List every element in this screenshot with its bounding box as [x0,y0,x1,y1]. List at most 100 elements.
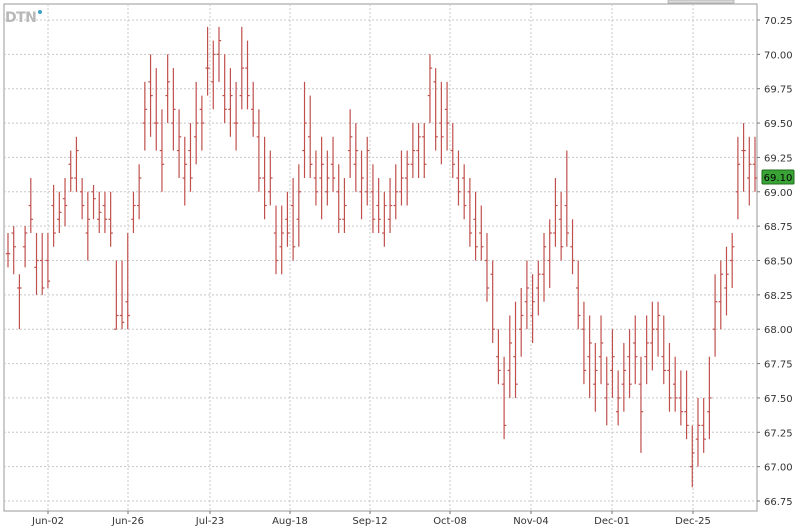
ohlc-bar [701,397,706,453]
ohlc-bar [513,301,518,398]
ohlc-bar [650,301,655,371]
y-tick-label: 67.75 [764,360,793,371]
ohlc-bar [51,184,56,247]
ohlc-bar [199,95,205,151]
ohlc-bar [45,233,51,288]
ohlc-bar [729,233,735,288]
ohlc-bar [524,260,530,330]
ohlc-bar [490,260,495,343]
ohlc-bar [473,191,478,261]
ohlc-bar [136,164,142,220]
ohlc-bar [154,68,159,151]
ohlc-bar [382,191,387,247]
ohlc-bar [57,191,62,234]
x-axis: Jun-02 Jun-26 Jul-23 Aug-18 Sep-12 Oct-08 Nov-… [31,511,711,527]
y-tick-label: 66.75 [764,497,793,508]
ohlc-bar [34,233,39,295]
ohlc-bar [667,342,672,412]
ohlc-bar [222,54,227,124]
price-bars [5,26,758,488]
ohlc-bar [262,136,267,220]
x-tick-label: Oct-08 [433,516,467,527]
ohlc-bar [530,274,535,343]
ohlc-bar [22,226,28,268]
x-tick-label: Sep-12 [352,516,387,527]
ohlc-bar [176,109,182,179]
ohlc-bar [724,246,729,316]
ohlc-bar [131,191,136,234]
ohlc-bar [496,329,501,385]
y-tick-label: 67.25 [764,428,793,439]
x-tick-label: Jul-23 [195,516,224,527]
ohlc-bar [308,95,313,179]
logo-dot-icon [38,10,42,14]
ohlc-bar [615,370,621,426]
y-tick-label: 69.75 [764,85,793,96]
y-tick-label: 68.50 [764,257,793,268]
ohlc-bar [735,136,741,220]
ohlc-bar [661,315,666,385]
ohlc-bar [444,81,450,151]
ohlc-bar [718,260,723,330]
x-tick-label: Dec-25 [675,516,711,527]
ohlc-bar [216,26,222,82]
ohlc-bar [467,178,473,247]
ohlc-bar [273,205,279,275]
x-tick-label: Aug-18 [272,516,308,527]
ohlc-bar [576,260,581,330]
x-tick-label: Jun-02 [31,516,64,527]
ohlc-bar [359,150,364,220]
scroll-tab [667,0,735,4]
ohlc-bar [587,315,592,398]
ohlc-bar [370,164,376,234]
ohlc-bar [347,109,353,179]
ohlc-bar [353,123,359,192]
ohlc-bar [399,150,404,206]
ohlc-bar [610,329,615,398]
plot-frame [3,3,758,512]
ohlc-bar [621,342,627,412]
last-price-marker: 69.10 [761,169,795,185]
y-axis: 70.25 70.00 69.75 69.50 69.25 69.00 68.75 68.50… [757,16,793,508]
y-tick-label: 69.25 [764,153,793,164]
ohlc-bar [5,233,11,268]
ohlc-bar [85,191,91,261]
ohlc-bar [507,315,513,398]
ohlc-bar [28,178,34,234]
ohlc-bar [165,54,170,124]
ohlc-bar [296,164,302,247]
last-price-box [761,169,795,185]
ohlc-bar [205,26,210,96]
ohlc-bar [536,260,541,316]
ohlc-bar [250,81,256,137]
ohlc-bar [268,150,273,206]
ohlc-bar [102,191,108,234]
y-tick-label: 69.00 [764,188,793,199]
ohlc-bar [62,178,68,227]
ohlc-bar [558,191,564,261]
ohlc-bar [239,26,244,110]
ohlc-bar [672,356,678,412]
ohlc-bar [427,54,433,124]
ohlc-bar [547,219,552,288]
ohlc-bar [393,164,398,220]
ohlc-bar [695,397,701,467]
ohlc-bar [188,123,193,192]
y-tick-label: 70.25 [764,16,793,27]
ohlc-bar [171,68,176,151]
ohlc-bar [404,150,410,206]
ohlc-bar [553,178,558,247]
ohlc-bar [142,81,148,151]
ohlc-bar [461,164,467,220]
ohlc-bar [627,329,632,398]
ohlc-bar [433,68,438,151]
y-tick-label: 70.00 [764,50,793,61]
ohlc-bar [91,184,96,220]
ohlc-bar [125,233,130,330]
dtn-logo: DTN [5,10,42,26]
ohlc-bar [501,356,507,440]
ohlc-bar [114,260,119,330]
ohlc-bar [40,233,45,295]
ohlc-bar [450,123,455,179]
ohlc-bar [97,191,102,234]
